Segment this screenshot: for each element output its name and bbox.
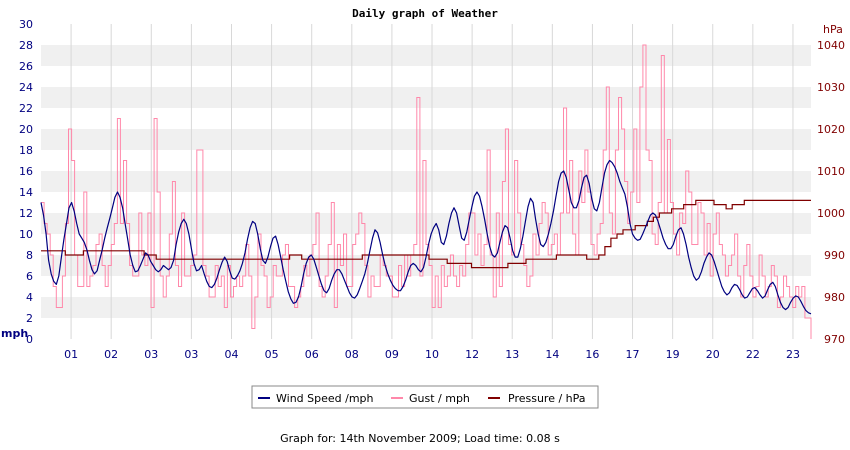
left-tick-label: 14 <box>19 186 33 199</box>
legend-box <box>251 385 599 409</box>
left-tick-label: 20 <box>19 123 33 136</box>
right-tick-label: 980 <box>824 291 845 304</box>
x-tick-label: 16 <box>585 348 599 361</box>
left-tick-label: 8 <box>26 249 33 262</box>
right-tick-label: 1000 <box>817 207 845 220</box>
right-tick-label: 1030 <box>817 81 845 94</box>
right-tick-label: 990 <box>824 249 845 262</box>
x-tick-label: 20 <box>706 348 720 361</box>
left-tick-label: 30 <box>19 18 33 31</box>
wind-speed-series <box>40 159 812 315</box>
legend: Wind Speed /mph Gust / mph Pressure / hP… <box>251 385 599 409</box>
x-tick-label: 06 <box>305 348 319 361</box>
legend-label-pressure: Pressure / hPa <box>508 392 586 405</box>
left-tick-label: 22 <box>19 102 33 115</box>
x-tick-label: 05 <box>265 348 279 361</box>
vertical-grid <box>70 24 794 339</box>
x-tick-label: 03 <box>184 348 198 361</box>
x-tick-label: 23 <box>786 348 800 361</box>
grid-band <box>41 129 811 150</box>
x-tick-label: 17 <box>626 348 640 361</box>
grid-band <box>41 87 811 108</box>
left-tick-label: 2 <box>26 312 33 325</box>
pressure-line <box>41 199 811 269</box>
x-tick-label: 09 <box>385 348 399 361</box>
left-tick-label: 6 <box>26 270 33 283</box>
gust-line <box>41 44 812 339</box>
grid-band <box>41 45 811 66</box>
right-axis-ticks: 970 980 990 1000 1010 1020 1030 1040 <box>817 39 845 346</box>
right-tick-label: 970 <box>824 333 845 346</box>
legend-label-gust: Gust / mph <box>409 392 470 405</box>
left-tick-label: 16 <box>19 165 33 178</box>
left-axis-unit: mph <box>1 327 28 340</box>
left-tick-label: 18 <box>19 144 33 157</box>
grid-band <box>41 255 811 276</box>
right-tick-label: 1010 <box>817 165 845 178</box>
chart-title: Daily graph of Weather <box>352 7 498 20</box>
x-tick-label: 03 <box>144 348 158 361</box>
left-tick-label: 0 <box>26 333 33 346</box>
x-tick-label: 22 <box>746 348 760 361</box>
x-tick-label: 01 <box>64 348 78 361</box>
gust-series <box>41 44 812 339</box>
wind-speed-line <box>40 159 812 315</box>
grid-band <box>41 297 811 318</box>
left-tick-label: 28 <box>19 39 33 52</box>
x-axis-ticks: 01 02 03 03 04 05 06 08 09 10 12 13 14 16 17 19 20 22 23 <box>64 348 800 361</box>
pressure-series <box>41 199 811 269</box>
x-tick-label: 12 <box>465 348 479 361</box>
x-tick-label: 13 <box>505 348 519 361</box>
x-tick-label: 04 <box>224 348 238 361</box>
right-tick-label: 1020 <box>817 123 845 136</box>
left-tick-label: 10 <box>19 228 33 241</box>
x-tick-label: 02 <box>104 348 118 361</box>
left-tick-label: 26 <box>19 60 33 73</box>
left-tick-label: 12 <box>19 207 33 220</box>
x-tick-label: 08 <box>345 348 359 361</box>
left-tick-label: 24 <box>19 81 33 94</box>
right-axis-unit: hPa <box>823 23 843 36</box>
x-tick-label: 14 <box>545 348 559 361</box>
legend-label-wind-speed: Wind Speed /mph <box>276 392 374 405</box>
right-tick-label: 1040 <box>817 39 845 52</box>
x-tick-label: 10 <box>425 348 439 361</box>
left-tick-label: 4 <box>26 291 33 304</box>
footer-status: Graph for: 14th November 2009; Load time… <box>280 432 560 445</box>
x-tick-label: 19 <box>666 348 680 361</box>
